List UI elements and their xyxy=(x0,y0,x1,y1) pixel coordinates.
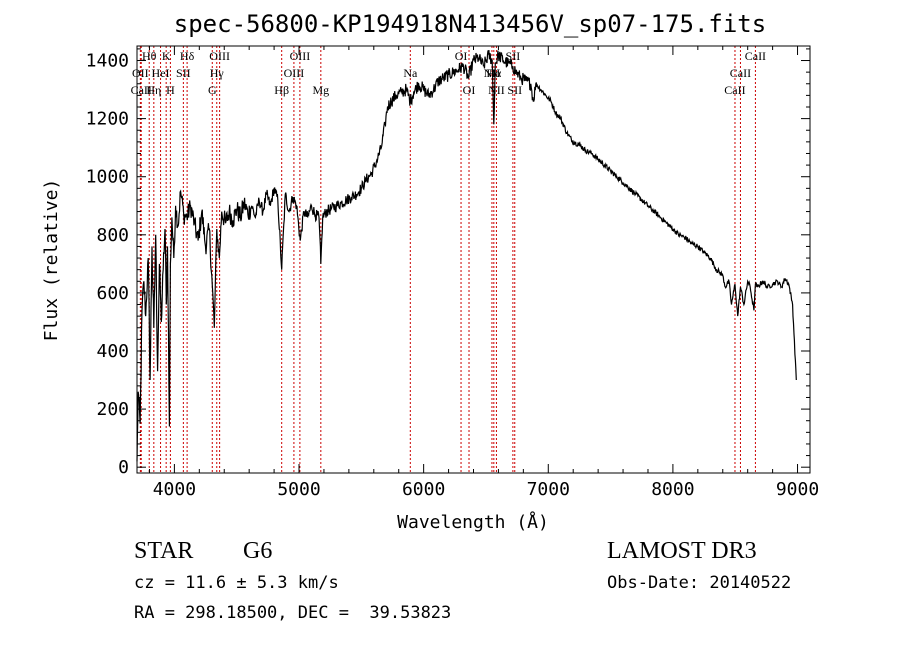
line-marker-label: HeI xyxy=(152,66,170,80)
survey-label: LAMOST DR3 xyxy=(607,538,757,564)
line-marker-label: CaII xyxy=(131,83,152,97)
y-axis-label: Flux (relative) xyxy=(41,179,62,342)
line-marker-label: CaII xyxy=(730,66,751,80)
x-tick-label: 8000 xyxy=(651,479,694,500)
y-tick-label: 600 xyxy=(96,283,129,304)
x-axis: 4000 5000 6000 7000 8000 9000 xyxy=(148,46,819,500)
line-marker-label: CaII xyxy=(745,49,766,63)
line-marker-label: SII xyxy=(506,49,521,63)
line-marker-label: Mg xyxy=(312,83,329,97)
line-marker-label: SII xyxy=(176,66,191,80)
y-tick-label: 0 xyxy=(118,457,129,478)
line-markers xyxy=(139,46,756,473)
line-marker-label: SII xyxy=(507,83,522,97)
line-marker-label: OIII xyxy=(209,49,230,63)
x-tick-label: 9000 xyxy=(776,479,819,500)
y-tick-label: 400 xyxy=(96,341,129,362)
obs-date-text: Obs-Date: 20140522 xyxy=(607,573,792,593)
line-marker-label: Hα xyxy=(486,66,502,80)
class-label: STAR xyxy=(134,538,194,564)
line-marker-label: OI xyxy=(455,49,468,63)
x-axis-label: Wavelength (Å) xyxy=(397,511,549,533)
line-marker-label: Hη xyxy=(146,83,161,97)
line-marker-label: Hβ xyxy=(274,83,289,97)
y-tick-label: 200 xyxy=(96,399,129,420)
y-tick-label: 1000 xyxy=(86,167,129,188)
spectrum-line xyxy=(136,49,797,462)
coordinates-text: RA = 298.18500, DEC = 39.53823 xyxy=(134,603,452,623)
y-axis: 0 200 400 600 800 1000 1200 1400 xyxy=(86,48,810,478)
line-marker-label: NII xyxy=(488,83,505,97)
x-tick-label: 5000 xyxy=(277,479,320,500)
line-marker-label: Hδ xyxy=(180,49,195,63)
y-tick-label: 1400 xyxy=(86,51,129,72)
line-marker-label: Hθ xyxy=(142,49,157,63)
line-marker-label: H xyxy=(166,83,175,97)
line-marker-label: OIII xyxy=(290,49,311,63)
line-marker-label: Na xyxy=(403,66,418,80)
line-marker-label: OII xyxy=(132,66,149,80)
line-marker-label: CaII xyxy=(724,83,745,97)
y-tick-label: 1200 xyxy=(86,109,129,130)
line-marker-label: OI xyxy=(463,83,476,97)
line-marker-label: OIII xyxy=(284,66,305,80)
line-marker-label: Hγ xyxy=(210,66,225,80)
x-tick-label: 4000 xyxy=(153,479,196,500)
x-tick-label: 6000 xyxy=(402,479,445,500)
subclass-label: G6 xyxy=(243,538,273,564)
line-marker-label: G xyxy=(208,83,217,97)
line-marker-label: K xyxy=(162,49,171,63)
y-tick-label: 800 xyxy=(96,225,129,246)
chart-title: spec-56800-KP194918N413456V_sp07-175.fit… xyxy=(174,10,766,38)
x-tick-label: 7000 xyxy=(527,479,570,500)
redshift-text: cz = 11.6 ± 5.3 km/s xyxy=(134,573,339,593)
